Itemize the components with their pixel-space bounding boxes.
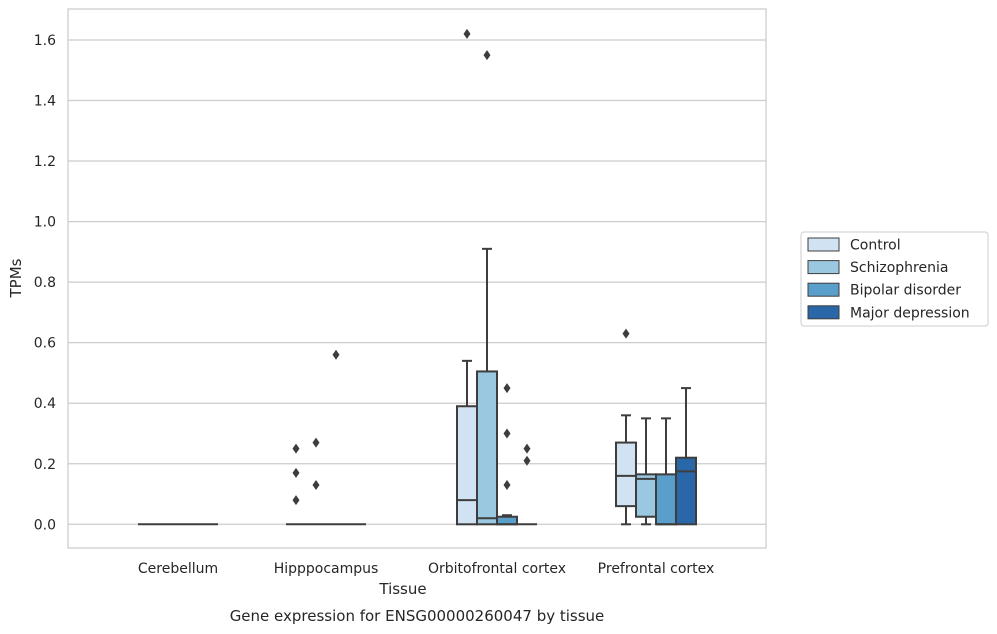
box-group — [306, 437, 326, 526]
chart-title: Gene expression for ENSG00000260047 by t… — [230, 607, 605, 625]
outlier-point — [292, 443, 300, 454]
box — [476, 370, 498, 526]
y-axis-label: TPMs — [7, 258, 25, 298]
legend-label: Major depression — [850, 305, 970, 321]
y-tick-labels: 0.0 0.2 0.4 0.6 0.8 1.0 1.2 1.4 1.6 — [34, 33, 56, 533]
legend-label: Schizophrenia — [850, 260, 948, 276]
legend-swatch — [807, 305, 840, 320]
box-group — [615, 328, 637, 526]
x-tick-label: Orbitofrontal cortex — [428, 561, 566, 577]
outlier-point — [463, 28, 471, 39]
outlier-point — [622, 328, 630, 339]
legend-label: Bipolar disorder — [850, 283, 961, 299]
outlier-point — [483, 50, 491, 61]
box — [675, 456, 697, 526]
outlier-point — [312, 479, 320, 490]
x-axis-label: Tissue — [378, 580, 426, 598]
box-group — [286, 443, 306, 526]
legend-swatch — [807, 282, 840, 297]
outlier-point — [332, 349, 340, 360]
y-tick-label: 0.8 — [34, 275, 56, 291]
box-marks — [138, 28, 697, 526]
box — [456, 405, 478, 526]
box — [635, 473, 657, 518]
y-tick-label: 0.2 — [34, 457, 56, 473]
gridlines — [68, 39, 766, 525]
box-group — [675, 387, 697, 526]
outlier-point — [503, 383, 511, 394]
box-group — [476, 50, 498, 526]
outlier-point — [292, 495, 300, 506]
legend: Control Schizophrenia Bipolar disorder Majo… — [800, 231, 989, 327]
outlier-point — [292, 467, 300, 478]
y-tick-label: 1.2 — [34, 154, 56, 170]
x-tick-label: Cerebellum — [138, 561, 218, 577]
y-tick-label: 0.4 — [34, 396, 56, 412]
box-group — [326, 349, 346, 526]
box — [496, 515, 518, 526]
outlier-point — [523, 443, 531, 454]
y-tick-label: 1.6 — [34, 33, 56, 49]
outlier-point — [312, 437, 320, 448]
x-tick-label: Prefrontal cortex — [598, 561, 715, 577]
box-group — [635, 417, 657, 526]
x-tick-label: Hipppocampus — [274, 561, 379, 577]
box-group — [496, 383, 518, 526]
outlier-point — [503, 428, 511, 439]
plot-frame — [67, 8, 767, 549]
legend-label: Control — [850, 238, 901, 254]
y-tick-label: 0.0 — [34, 517, 56, 533]
box — [655, 473, 677, 526]
legend-swatch — [807, 260, 840, 275]
x-tick-labels: Cerebellum Hipppocampus Orbitofrontal cort… — [138, 561, 714, 577]
y-tick-label: 0.6 — [34, 336, 56, 352]
outlier-point — [503, 479, 511, 490]
box-group — [517, 443, 537, 526]
y-tick-label: 1.4 — [34, 94, 56, 110]
legend-swatch — [807, 237, 840, 252]
y-tick-label: 1.0 — [34, 215, 56, 231]
box-group — [655, 417, 677, 526]
outlier-point — [523, 455, 531, 466]
box — [615, 441, 637, 508]
box-group — [456, 28, 478, 526]
legend-frame — [800, 231, 989, 327]
